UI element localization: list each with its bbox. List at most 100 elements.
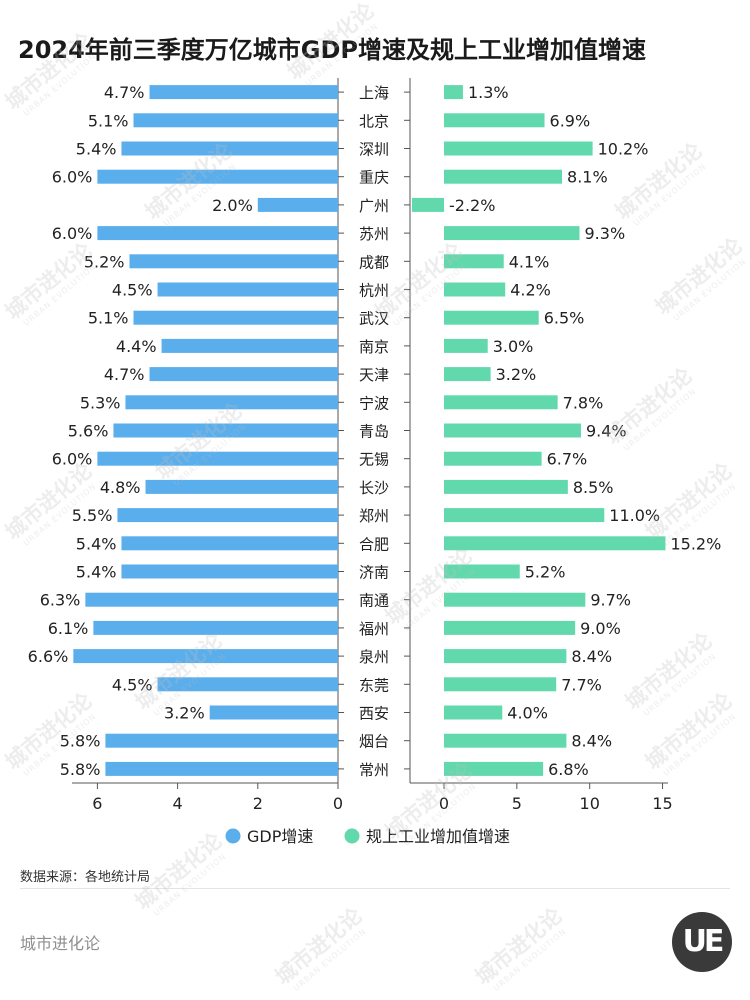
industry-bar (444, 141, 593, 156)
industry-bar (444, 451, 542, 466)
gdp-bar (93, 620, 338, 635)
gdp-bar (121, 536, 339, 551)
industry-value-label: 1.3% (468, 83, 509, 102)
legend-marker-gdp (225, 828, 241, 844)
industry-bar (444, 254, 504, 269)
industry-bar (444, 761, 544, 776)
industry-value-label: -2.2% (449, 196, 495, 215)
industry-bar (444, 620, 576, 635)
gdp-value-label: 4.7% (104, 83, 145, 102)
category-label: 东莞 (359, 676, 389, 694)
gdp-bar (145, 479, 338, 494)
gdp-value-label: 5.8% (60, 732, 101, 751)
category-label: 南京 (359, 338, 389, 356)
industry-value-label: 9.3% (585, 224, 626, 243)
gdp-bar (97, 226, 339, 241)
category-label: 成都 (359, 253, 389, 271)
category-label: 广州 (359, 197, 389, 215)
industry-value-label: 3.0% (493, 337, 534, 356)
industry-bar (444, 310, 539, 325)
gdp-bar (117, 508, 338, 523)
industry-value-label: 8.5% (573, 478, 614, 497)
category-label: 重庆 (359, 169, 389, 187)
gdp-bar (105, 733, 338, 748)
category-label: 西安 (359, 705, 389, 723)
industry-value-label: 8.1% (567, 168, 608, 187)
gdp-bar (97, 451, 339, 466)
gdp-bar (149, 367, 338, 382)
category-label: 常州 (359, 761, 389, 779)
legend-marker-industry (344, 828, 360, 844)
industry-bar (444, 423, 581, 438)
left-x-tick-label: 0 (333, 794, 343, 813)
industry-value-label: 4.1% (509, 252, 550, 271)
brand-name: 城市进化论 (20, 934, 101, 953)
gdp-bar (161, 338, 338, 353)
right-x-tick-label: 10 (580, 794, 600, 813)
gdp-bar (113, 423, 338, 438)
chart-title: 2024年前三季度万亿城市GDP增速及规上工业增加值增速 (18, 36, 647, 64)
gdp-bar (85, 592, 339, 607)
gdp-bar (133, 310, 338, 325)
gdp-bar (97, 169, 339, 184)
right-x-tick-label: 0 (439, 794, 449, 813)
category-label: 烟台 (359, 733, 389, 751)
gdp-value-label: 4.8% (100, 478, 141, 497)
category-label: 武汉 (359, 310, 389, 328)
gdp-value-label: 5.1% (88, 309, 129, 328)
category-label: 天津 (359, 366, 389, 384)
industry-bar (444, 592, 586, 607)
watermark: 城市进化论 URBAN EVOLUTION (270, 903, 369, 993)
gdp-bar (121, 564, 339, 579)
gdp-value-label: 5.1% (88, 111, 129, 130)
gdp-value-label: 6.0% (52, 168, 93, 187)
industry-value-label: 8.4% (571, 732, 612, 751)
industry-value-label: 9.7% (590, 591, 631, 610)
category-label: 杭州 (359, 282, 389, 300)
legend-label-gdp: GDP增速 (247, 827, 313, 846)
gdp-bar (73, 649, 338, 664)
industry-bar (411, 197, 444, 212)
category-label: 合肥 (359, 535, 389, 553)
gdp-value-label: 5.4% (76, 563, 117, 582)
industry-value-label: 10.2% (598, 140, 649, 159)
industry-value-label: 15.2% (670, 534, 721, 553)
industry-value-label: 9.0% (580, 619, 621, 638)
industry-value-label: 4.0% (507, 704, 548, 723)
industry-bar (444, 677, 557, 692)
industry-bar (444, 649, 567, 664)
industry-bar (444, 479, 568, 494)
industry-bar (444, 564, 520, 579)
gdp-bar (105, 761, 338, 776)
gdp-value-label: 5.4% (76, 534, 117, 553)
gdp-bar (125, 395, 338, 410)
gdp-value-label: 6.1% (48, 619, 89, 638)
gdp-bar (121, 141, 339, 156)
gdp-value-label: 3.2% (164, 704, 205, 723)
gdp-bar (157, 282, 338, 297)
industry-bar (444, 85, 463, 100)
category-label: 深圳 (359, 141, 389, 159)
gdp-value-label: 4.4% (116, 337, 157, 356)
gdp-value-label: 6.6% (28, 647, 69, 666)
industry-value-label: 4.2% (510, 281, 551, 300)
gdp-value-label: 5.6% (68, 422, 109, 441)
industry-value-label: 5.2% (525, 563, 566, 582)
gdp-value-label: 5.8% (60, 760, 101, 779)
gdp-value-label: 6.0% (52, 450, 93, 469)
category-label: 福州 (359, 620, 389, 638)
category-label: 南通 (359, 592, 389, 610)
industry-bar (444, 395, 558, 410)
industry-value-label: 7.7% (561, 675, 602, 694)
legend-label-industry: 规上工业增加值增速 (366, 827, 510, 846)
left-x-tick-label: 6 (92, 794, 102, 813)
gdp-value-label: 5.3% (80, 393, 121, 412)
category-label: 无锡 (359, 451, 389, 469)
industry-value-label: 3.2% (496, 365, 537, 384)
industry-bar (444, 508, 605, 523)
industry-bar (444, 338, 488, 353)
industry-value-label: 8.4% (571, 647, 612, 666)
industry-value-label: 11.0% (609, 506, 660, 525)
industry-bar (444, 367, 491, 382)
category-label: 上海 (359, 84, 389, 102)
